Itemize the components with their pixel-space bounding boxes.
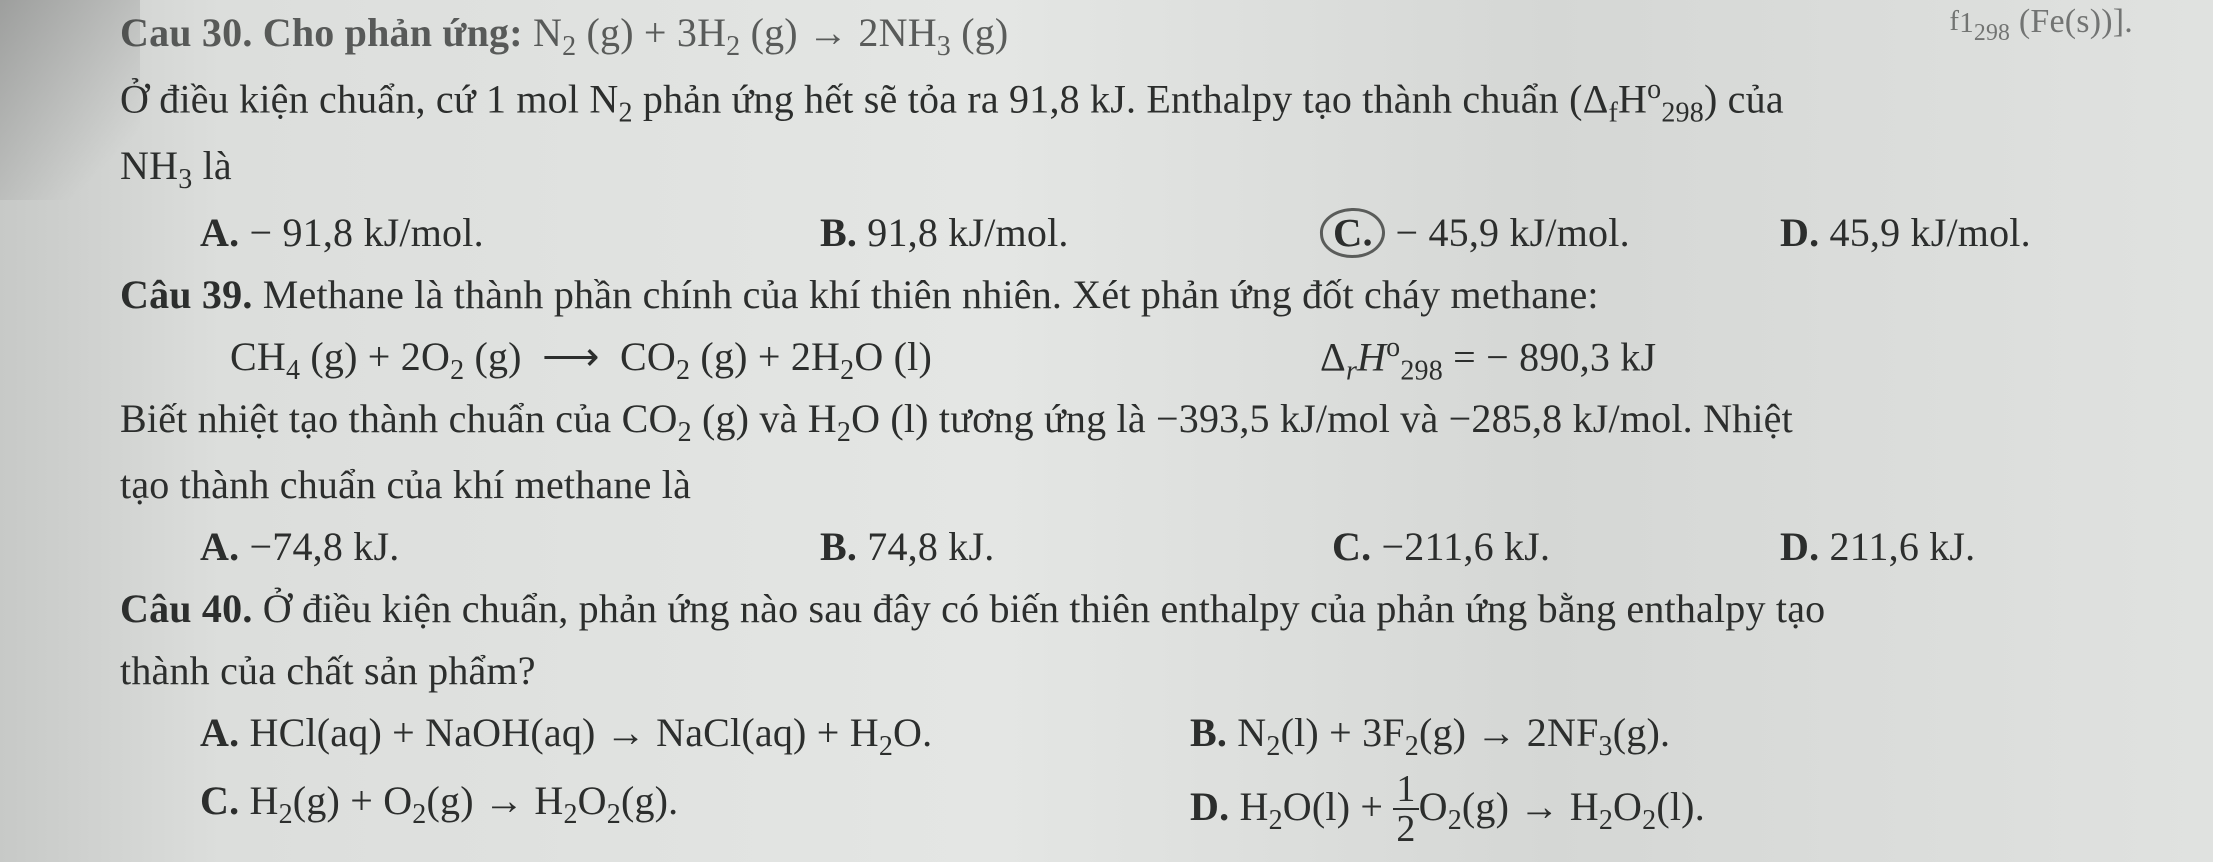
- q40-opt-D-label[interactable]: D.: [1190, 784, 1240, 829]
- q40-stem1: Ở điều kiện chuẩn, phản ứng nào sau đây …: [253, 586, 1826, 631]
- q39-opt-B-text: 74,8 kJ.: [867, 524, 994, 569]
- q38-topright-frag: f1298 (Fe(s))].: [1949, 0, 2133, 52]
- q39-stem1: Methane là thành phần chính của khí thiê…: [253, 272, 1599, 317]
- q38-opt-B-label[interactable]: B.: [820, 210, 867, 255]
- q39-opt-D-label[interactable]: D.: [1780, 524, 1830, 569]
- q39-reaction: CH4 (g) + 2O2 (g) ⟶ CO2 (g) + 2H2O (l) Δ…: [120, 326, 2173, 388]
- q39-opt-B-label[interactable]: B.: [820, 524, 867, 569]
- page: Cau 30. Cho phản ứng: N2 (g) + 3H2 (g) →…: [0, 0, 2213, 862]
- q38-opt-A-label[interactable]: A.: [200, 210, 250, 255]
- q38-opt-D-text: 45,9 kJ/mol.: [1830, 210, 2031, 255]
- q40-opt-C-label[interactable]: C.: [200, 778, 250, 823]
- page-shadow: [0, 0, 140, 200]
- q39-opt-D-text: 211,6 kJ.: [1830, 524, 1976, 569]
- q40-opt-A-label[interactable]: A.: [200, 710, 250, 755]
- q38-opt-B-text: 91,8 kJ/mol.: [867, 210, 1068, 255]
- q40-options-row1: A. HCl(aq) + NaOH(aq) → NaCl(aq) + H2O. …: [120, 702, 2173, 764]
- fraction-half-icon: 12: [1393, 770, 1418, 848]
- q40-line2: thành của chất sản phẩm?: [120, 640, 2173, 702]
- q38-line2: Ở điều kiện chuẩn, cứ 1 mol N2 phản ứng …: [120, 68, 2173, 135]
- q39-opt-C-label[interactable]: C.: [1332, 524, 1382, 569]
- q39-opt-A-label[interactable]: A.: [200, 524, 250, 569]
- q38-opt-C-text: − 45,9 kJ/mol.: [1396, 210, 1630, 255]
- q38-header-prefix: Cau 30. Cho phản ứng:: [120, 10, 533, 55]
- q39-line1: Câu 39. Methane là thành phần chính của …: [120, 264, 2173, 326]
- q38-opt-D-label[interactable]: D.: [1780, 210, 1830, 255]
- q39-line3: tạo thành chuẩn của khí methane là: [120, 454, 2173, 516]
- q38-options: A. − 91,8 kJ/mol. B. 91,8 kJ/mol. C. − 4…: [120, 202, 2173, 264]
- q40-opt-A-text: HCl(aq) + NaOH(aq) → NaCl(aq) + H2O.: [250, 710, 933, 755]
- q39-options: A. −74,8 kJ. B. 74,8 kJ. C. −211,6 kJ. D…: [120, 516, 2173, 578]
- q40-opt-B-text: N2(l) + 3F2(g) → 2NF3(g).: [1237, 710, 1670, 755]
- q38-line1: Cau 30. Cho phản ứng: N2 (g) + 3H2 (g) →…: [120, 2, 2173, 68]
- q39-label: Câu 39.: [120, 272, 253, 317]
- q40-opt-D-text: H2O(l) + 12O2(g) → H2O2(l).: [1240, 784, 1705, 829]
- q38-opt-C-label[interactable]: C.: [1332, 209, 1374, 256]
- q40-line1: Câu 40. Ở điều kiện chuẩn, phản ứng nào …: [120, 578, 2173, 640]
- q39-line2: Biết nhiệt tạo thành chuẩn của CO2 (g) v…: [120, 388, 2173, 454]
- q38-line3: NH3 là: [120, 135, 2173, 201]
- q40-opt-C-text: H2(g) + O2(g) → H2O2(g).: [250, 778, 679, 823]
- q39-opt-C-text: −211,6 kJ.: [1382, 524, 1551, 569]
- q39-opt-A-text: −74,8 kJ.: [250, 524, 400, 569]
- q40-options-row2: C. H2(g) + O2(g) → H2O2(g). D. H2O(l) + …: [120, 764, 2173, 834]
- q38-opt-A-text: − 91,8 kJ/mol.: [250, 210, 484, 255]
- q40-opt-B-label[interactable]: B.: [1190, 710, 1237, 755]
- q40-label: Câu 40.: [120, 586, 253, 631]
- pencil-circle-icon: C.: [1319, 206, 1387, 259]
